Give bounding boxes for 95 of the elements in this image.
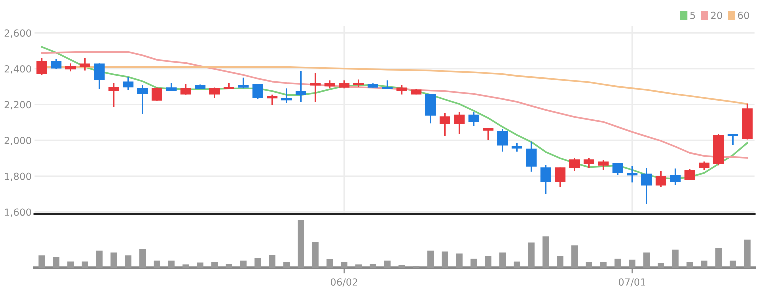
candlestick — [51, 58, 62, 70]
bar — [182, 264, 190, 268]
candlestick — [454, 112, 465, 136]
bar — [341, 262, 348, 268]
legend-label: 5 — [690, 12, 696, 20]
bar — [629, 260, 636, 268]
candlestick — [440, 112, 451, 137]
bar — [398, 265, 406, 268]
bar — [110, 252, 118, 268]
x-tick-label: 07/01 — [619, 278, 646, 287]
bar — [485, 256, 492, 268]
bar — [168, 260, 175, 268]
bar — [658, 263, 664, 268]
legend-label: 60 — [738, 12, 750, 20]
bar — [240, 260, 247, 268]
bar — [140, 249, 146, 268]
bar — [456, 254, 463, 268]
bar — [154, 260, 160, 268]
bar — [125, 256, 132, 268]
y-tick-label: 2,400 — [4, 65, 32, 74]
bar — [197, 262, 204, 268]
candlestick — [670, 168, 681, 186]
bar — [716, 248, 722, 268]
line-series — [41, 51, 748, 159]
candlestick — [483, 128, 494, 141]
y-tick-label: 2,200 — [4, 101, 32, 110]
bar — [38, 256, 46, 268]
bar — [82, 262, 88, 268]
bar — [744, 240, 751, 268]
candlestick — [80, 58, 91, 72]
candlestick — [152, 87, 163, 102]
bar — [557, 256, 564, 268]
y-tick-label: 1,600 — [5, 208, 32, 218]
bar — [384, 260, 391, 268]
candlestick — [252, 84, 264, 100]
candlestick — [569, 158, 580, 172]
bar — [212, 262, 218, 268]
bar — [442, 252, 448, 268]
bar — [428, 250, 434, 268]
candlestick — [267, 94, 278, 106]
candlestick — [656, 170, 667, 188]
bar — [701, 260, 708, 268]
candlestick — [36, 58, 48, 76]
candlestick — [310, 72, 321, 103]
candlestick — [526, 141, 537, 173]
candlestick — [584, 158, 595, 170]
candlestick — [468, 111, 480, 127]
bar — [284, 262, 290, 268]
bar — [528, 242, 535, 268]
bar — [53, 258, 60, 268]
y-tick-label: 1,800 — [5, 172, 32, 182]
bar — [312, 242, 319, 268]
candlestick — [180, 83, 192, 96]
bar — [226, 264, 232, 268]
candlestick — [641, 168, 652, 206]
bar — [470, 258, 478, 268]
candlestick — [555, 167, 566, 188]
candlestick — [612, 163, 624, 176]
candlestick — [123, 76, 134, 92]
bar — [730, 260, 736, 268]
candlestick — [296, 70, 307, 103]
candlestick — [108, 82, 120, 108]
y-tick-label: 2,000 — [4, 137, 32, 146]
bar — [600, 262, 607, 268]
bar — [572, 246, 578, 268]
bar — [254, 258, 262, 268]
bar — [356, 264, 362, 268]
bar — [269, 255, 276, 268]
bar — [370, 264, 376, 268]
bar — [68, 262, 74, 268]
candlestick — [396, 84, 408, 96]
candlestick — [238, 77, 249, 90]
candlestick — [598, 160, 609, 171]
legend-label: 20 — [711, 12, 722, 20]
bar — [672, 250, 679, 268]
candlestick — [540, 164, 552, 195]
candlestick — [281, 88, 292, 104]
bar — [514, 262, 520, 268]
bar — [298, 220, 304, 268]
y-tick-label: 2,600 — [4, 30, 32, 38]
candlestick — [497, 128, 508, 153]
x-tick-label: 06/02 — [331, 278, 358, 287]
candlestick — [627, 165, 638, 184]
bar — [644, 252, 650, 268]
candlestick — [137, 84, 148, 115]
bar — [542, 236, 550, 268]
candlestick — [425, 94, 436, 124]
candlestick — [728, 134, 739, 146]
bar — [586, 262, 592, 268]
candlestick — [684, 168, 696, 181]
bar — [500, 252, 506, 268]
candlestick — [94, 62, 105, 90]
bar — [326, 259, 334, 268]
bar — [614, 258, 622, 268]
bar — [96, 250, 103, 268]
